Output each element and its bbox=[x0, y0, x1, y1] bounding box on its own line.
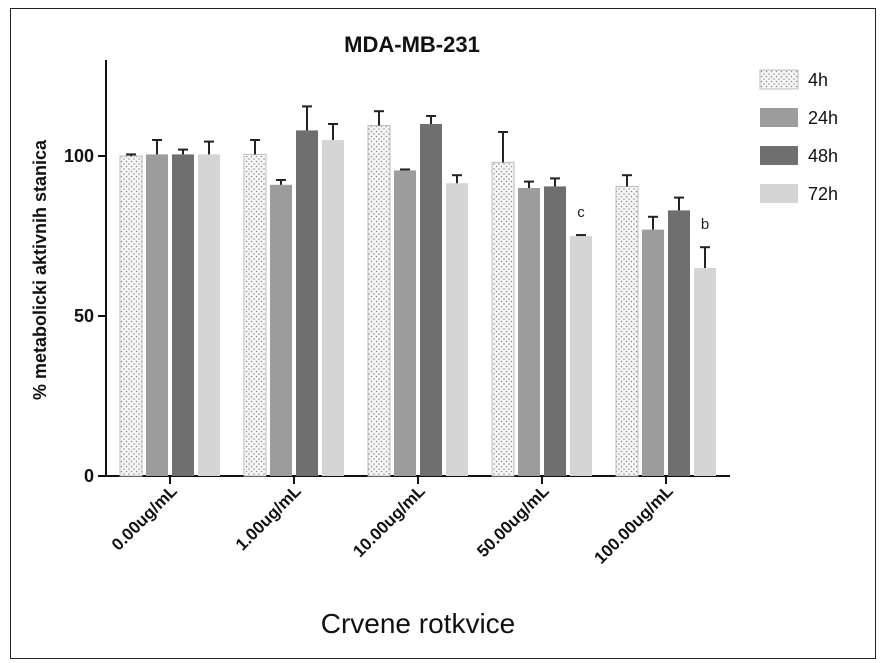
bar bbox=[322, 140, 344, 476]
legend-label: 4h bbox=[808, 70, 828, 90]
x-ticks: 0.00ug/mL 1.00ug/mL 10.00ug/mL 50.00ug/mL 10… bbox=[108, 476, 677, 568]
legend-label: 48h bbox=[808, 146, 838, 166]
bars bbox=[119, 124, 716, 477]
bar bbox=[446, 183, 468, 476]
legend-label: 72h bbox=[808, 184, 838, 204]
bar bbox=[243, 153, 267, 477]
x-axis-label: Crvene rotkvice bbox=[321, 608, 516, 639]
legend-label: 24h bbox=[808, 108, 838, 128]
bar bbox=[668, 210, 690, 476]
legend-swatch bbox=[760, 184, 798, 203]
bar bbox=[146, 154, 168, 476]
annotation-label: b bbox=[701, 216, 709, 233]
x-tick-label: 10.00ug/mL bbox=[349, 481, 429, 561]
bar bbox=[198, 154, 220, 476]
x-tick-label: 0.00ug/mL bbox=[108, 481, 181, 554]
annotation-label: c bbox=[577, 204, 585, 221]
y-tick-label: 50 bbox=[74, 306, 94, 326]
bar bbox=[172, 154, 194, 476]
bar bbox=[367, 125, 391, 477]
bar bbox=[544, 186, 566, 476]
bar bbox=[615, 185, 639, 477]
bar bbox=[420, 124, 442, 476]
bar bbox=[642, 229, 664, 476]
y-ticks: 0 50 100 bbox=[64, 146, 106, 486]
chart-title: MDA-MB-231 bbox=[344, 32, 480, 57]
legend-swatch bbox=[760, 146, 798, 165]
bar bbox=[570, 236, 592, 476]
x-tick-label: 1.00ug/mL bbox=[232, 481, 305, 554]
legend-swatch bbox=[759, 69, 799, 90]
y-tick-label: 100 bbox=[64, 146, 94, 166]
x-tick-label: 50.00ug/mL bbox=[473, 481, 553, 561]
bar bbox=[296, 130, 318, 476]
legend: 4h 24h 48h 72h bbox=[759, 69, 838, 204]
bar bbox=[491, 161, 515, 477]
bar bbox=[119, 155, 143, 477]
x-tick-label: 100.00ug/mL bbox=[591, 481, 677, 567]
bar bbox=[694, 268, 716, 476]
y-tick-label: 0 bbox=[84, 466, 94, 486]
bar bbox=[518, 188, 540, 476]
annotations: cb bbox=[577, 204, 709, 233]
bar bbox=[270, 184, 292, 477]
legend-swatch bbox=[760, 108, 798, 127]
error-bars bbox=[126, 105, 710, 268]
bar bbox=[394, 170, 416, 476]
y-axis-label: % metabolicki aktivnih stanica bbox=[30, 139, 50, 400]
